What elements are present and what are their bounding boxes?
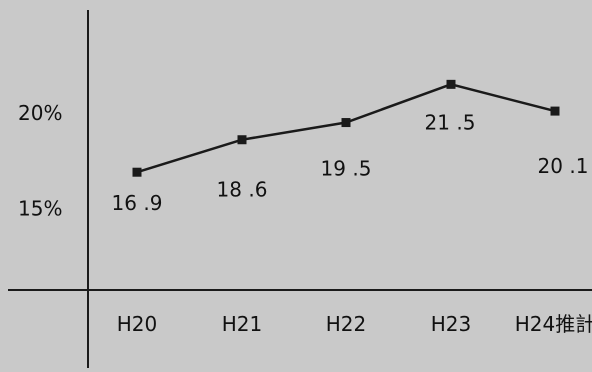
x-tick-label: H23	[431, 312, 472, 336]
data-label: 19 .5	[321, 157, 372, 181]
y-tick-label: 15%	[18, 197, 62, 221]
data-point-marker	[132, 167, 142, 177]
data-point-marker	[550, 106, 560, 116]
x-tick-label: H24推計	[515, 312, 592, 336]
data-point-marker	[446, 79, 456, 89]
y-tick-label: 20%	[18, 101, 62, 125]
data-point-marker	[237, 135, 247, 145]
data-point-marker	[341, 118, 351, 128]
data-label: 18 .6	[217, 178, 268, 202]
x-tick-label: H22	[326, 312, 367, 336]
data-label: 20 .1	[538, 154, 589, 178]
x-tick-label: H20	[117, 312, 158, 336]
x-tick-label: H21	[222, 312, 263, 336]
data-label: 21 .5	[425, 110, 476, 134]
data-label: 16 .9	[112, 191, 163, 215]
